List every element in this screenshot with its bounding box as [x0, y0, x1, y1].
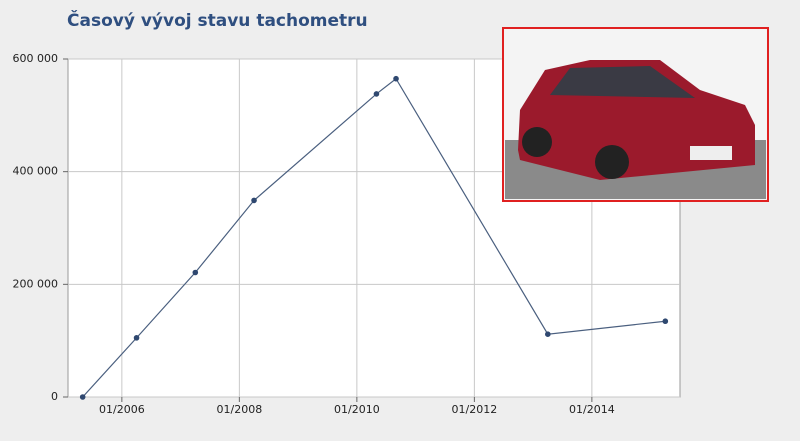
line	[82, 77, 666, 398]
x-tick-label: 01/2010	[334, 403, 380, 416]
point	[393, 75, 399, 82]
plate	[690, 146, 732, 160]
y-tick-label: 200 000	[13, 277, 59, 290]
x-tick-label: 01/2014	[569, 403, 615, 416]
y-tick-label: 600 000	[13, 52, 59, 65]
x-tick-label: 01/2006	[99, 403, 145, 416]
point	[662, 318, 669, 325]
car-wheel	[522, 127, 552, 157]
car-wheel	[595, 145, 629, 179]
point	[373, 91, 380, 97]
x-tick-label: 01/2012	[452, 403, 498, 416]
car-window	[550, 66, 695, 98]
y-tick-label: 400 000	[13, 165, 59, 178]
point	[251, 197, 257, 204]
point	[192, 269, 199, 276]
y-tick-label: 0	[51, 390, 58, 403]
chart-title: Časový vývoj stavu tachometru	[67, 9, 368, 31]
plot: 0 200 000 400 000 600 000 01/2006 01/2008 01/2…	[13, 52, 680, 416]
x-tick-label: 01/2008	[217, 403, 263, 416]
point	[133, 335, 140, 341]
point	[545, 331, 551, 337]
car-photo	[502, 27, 769, 202]
point	[79, 394, 86, 400]
